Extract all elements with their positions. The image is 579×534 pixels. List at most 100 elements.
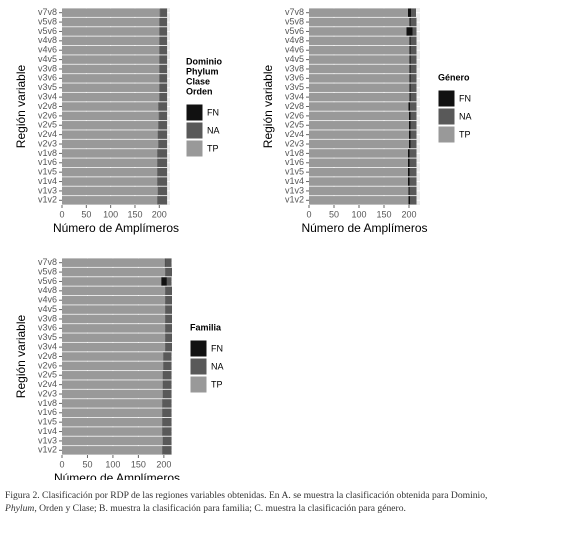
x-axis-label: Número de Amplímeros: [53, 221, 179, 235]
bar-segment: [158, 130, 168, 139]
bar-segment: [159, 55, 168, 64]
bar-segment: [62, 333, 166, 342]
y-tick-label: v1v6: [38, 157, 57, 167]
y-tick-label: v3v8: [285, 63, 304, 73]
bar-segment: [62, 258, 165, 267]
bar-segment: [410, 36, 417, 46]
x-tick-label: 150: [376, 209, 391, 219]
legend-swatch: [437, 89, 456, 108]
y-tick-label: v1v5: [38, 167, 57, 177]
bar-segment: [62, 149, 158, 158]
bar-segment: [62, 74, 160, 83]
legend-label: FN: [211, 343, 223, 353]
bar-segment: [62, 380, 163, 389]
legend-swatch: [437, 107, 456, 126]
bar-segment: [162, 371, 164, 380]
y-tick-label: v2v6: [285, 110, 304, 120]
legend-swatch: [189, 375, 208, 394]
bar-segment: [62, 352, 164, 361]
bar-segment: [165, 305, 166, 314]
bar-segment: [157, 177, 168, 186]
bar-segment: [408, 167, 410, 177]
bar-segment: [62, 342, 166, 352]
bar-segment: [62, 8, 160, 17]
bar-segment: [410, 102, 417, 111]
y-tick-label: v1v5: [38, 417, 57, 427]
y-tick-label: v2v4: [285, 129, 304, 139]
legend-title: Dominio: [186, 56, 222, 66]
y-tick-label: v1v3: [285, 185, 304, 195]
bar-segment: [62, 27, 160, 36]
y-tick-label: v5v6: [38, 276, 57, 286]
y-tick-label: v1v4: [38, 176, 57, 186]
bar-segment: [309, 158, 408, 168]
bar-segment: [309, 139, 409, 149]
y-tick-label: v4v8: [38, 35, 57, 45]
bar-segment: [62, 64, 160, 74]
x-axis-label: Número de Amplímeros: [301, 221, 427, 235]
bar-segment: [162, 446, 163, 455]
y-tick-label: v2v8: [38, 351, 57, 361]
bar-segment: [62, 83, 160, 92]
bar-segment: [165, 333, 166, 342]
legend-label: NA: [211, 361, 224, 371]
bar-segment: [62, 399, 163, 408]
bar-segment: [409, 55, 411, 64]
bar-segment: [309, 111, 409, 121]
bar-segment: [410, 121, 417, 130]
bar-segment: [165, 267, 172, 277]
bar-segment: [309, 196, 409, 205]
bar-segment: [406, 27, 413, 36]
bar-segment: [159, 74, 168, 83]
y-tick-label: v2v3: [38, 388, 57, 398]
bar-segment: [62, 177, 158, 186]
legend-label: FN: [207, 107, 219, 117]
bar-segment: [157, 167, 168, 177]
bar-segment: [162, 408, 172, 418]
bar-segment: [62, 167, 158, 177]
bar-segment: [410, 74, 417, 83]
bar-segment: [309, 130, 409, 139]
y-tick-label: v1v8: [38, 148, 57, 158]
bar-segment: [165, 295, 172, 305]
bar-segment: [309, 27, 407, 36]
bar-segment: [162, 427, 172, 436]
bar-segment: [165, 333, 172, 342]
bar-segment: [408, 149, 410, 158]
bar-segment: [309, 92, 410, 102]
bar-segment: [411, 8, 416, 17]
y-tick-label: v3v4: [285, 91, 304, 101]
bar-segment: [165, 314, 166, 324]
x-tick-label: 150: [127, 209, 142, 219]
bar-segment: [62, 55, 160, 64]
legend-swatch: [185, 121, 204, 140]
bar-segment: [162, 436, 164, 446]
bar-segment: [409, 36, 411, 46]
bar-segment: [408, 102, 410, 111]
bar-segment: [62, 295, 166, 305]
bar-segment: [409, 149, 417, 158]
x-tick-label: 0: [59, 209, 64, 219]
bar-segment: [162, 427, 163, 436]
bar-segment: [162, 417, 172, 427]
y-tick-label: v4v8: [285, 35, 304, 45]
y-tick-label: v3v6: [38, 73, 57, 83]
legend-title: Clase: [186, 76, 210, 86]
bar-segment: [62, 436, 163, 446]
legend-label: NA: [459, 111, 472, 121]
legend-title: Género: [438, 72, 470, 82]
x-tick-label: 0: [59, 459, 64, 469]
y-tick-label: v1v2: [38, 445, 57, 455]
y-tick-label: v4v5: [38, 54, 57, 64]
y-tick-label: v5v8: [285, 16, 304, 26]
bar-segment: [408, 8, 411, 17]
y-tick-label: v2v6: [38, 360, 57, 370]
bar-segment: [159, 111, 168, 121]
x-axis-label: Número de Amplímeros: [54, 471, 180, 480]
bar-segment: [161, 277, 167, 286]
x-tick-label: 200: [156, 459, 171, 469]
bar-segment: [408, 177, 410, 186]
y-tick-label: v3v5: [38, 332, 57, 342]
bar-segment: [62, 158, 158, 168]
